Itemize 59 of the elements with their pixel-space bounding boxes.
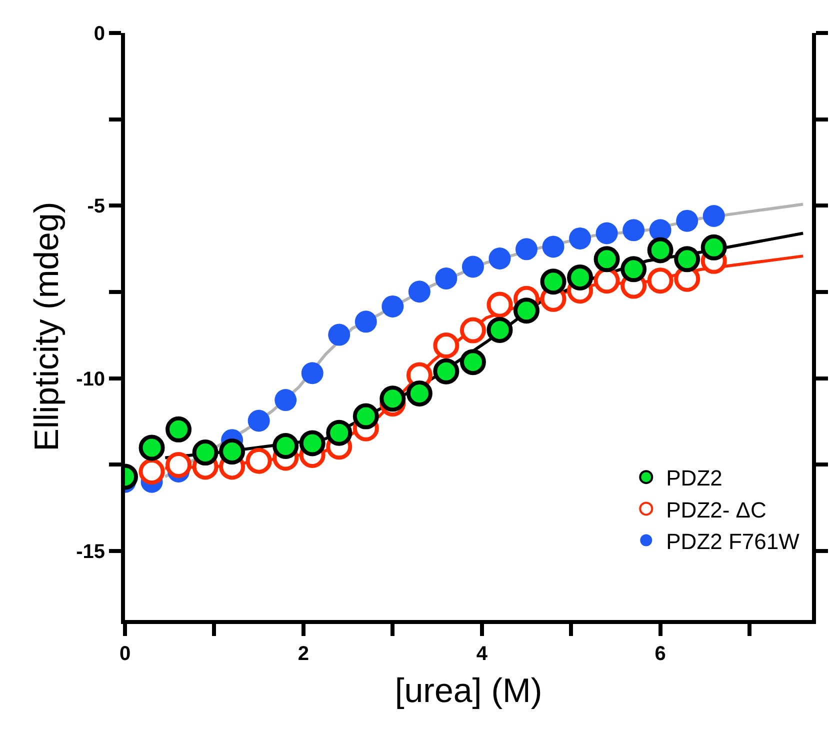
point (435, 268, 458, 290)
point (567, 264, 594, 290)
point (352, 403, 379, 430)
point (382, 295, 404, 318)
x-tick-label: 0 (119, 643, 131, 665)
point (380, 386, 406, 412)
x-axis-title: [urea] (M) (394, 672, 542, 710)
point (700, 234, 727, 260)
point (486, 292, 513, 318)
y-tick-label: -15 (76, 540, 105, 563)
point (192, 440, 218, 466)
x-tick-label: 4 (476, 643, 488, 665)
point (433, 332, 460, 358)
point (272, 432, 299, 459)
point (408, 280, 430, 303)
point (138, 434, 165, 461)
point (299, 430, 326, 456)
y-tick-label: -5 (87, 196, 105, 218)
point (166, 452, 192, 478)
point (594, 246, 620, 272)
point (516, 238, 538, 260)
point (138, 458, 165, 485)
point (622, 219, 645, 242)
y-axis-title: Ellipticity (mdeg) (28, 202, 66, 452)
legend-label: PDZ2 (666, 466, 722, 491)
point (486, 316, 513, 343)
point (488, 247, 511, 270)
point (462, 256, 484, 278)
point (328, 324, 350, 346)
x-tick-label: 2 (298, 643, 310, 665)
point (301, 362, 324, 384)
point (326, 420, 352, 446)
point (248, 410, 270, 432)
point (674, 246, 700, 272)
point (620, 256, 647, 282)
point (514, 298, 540, 324)
point (647, 237, 674, 264)
point (274, 389, 297, 412)
point (540, 268, 566, 295)
point (702, 205, 725, 227)
legend-label: PDZ2- ΔC (666, 497, 766, 522)
point (460, 349, 486, 376)
point (594, 268, 620, 294)
point (219, 438, 246, 464)
point (596, 222, 618, 244)
point (460, 317, 486, 344)
y-tick-label: 0 (94, 23, 105, 45)
point (406, 380, 432, 406)
y-tick-label: -10 (76, 368, 105, 390)
legend-label: PDZ2 F761W (666, 528, 800, 554)
point (166, 416, 192, 442)
point (246, 448, 272, 474)
point (647, 268, 674, 294)
point (433, 358, 460, 384)
point (676, 210, 698, 232)
point (569, 227, 592, 250)
point (354, 310, 377, 333)
x-tick-label: 6 (654, 643, 666, 665)
point (542, 236, 564, 258)
